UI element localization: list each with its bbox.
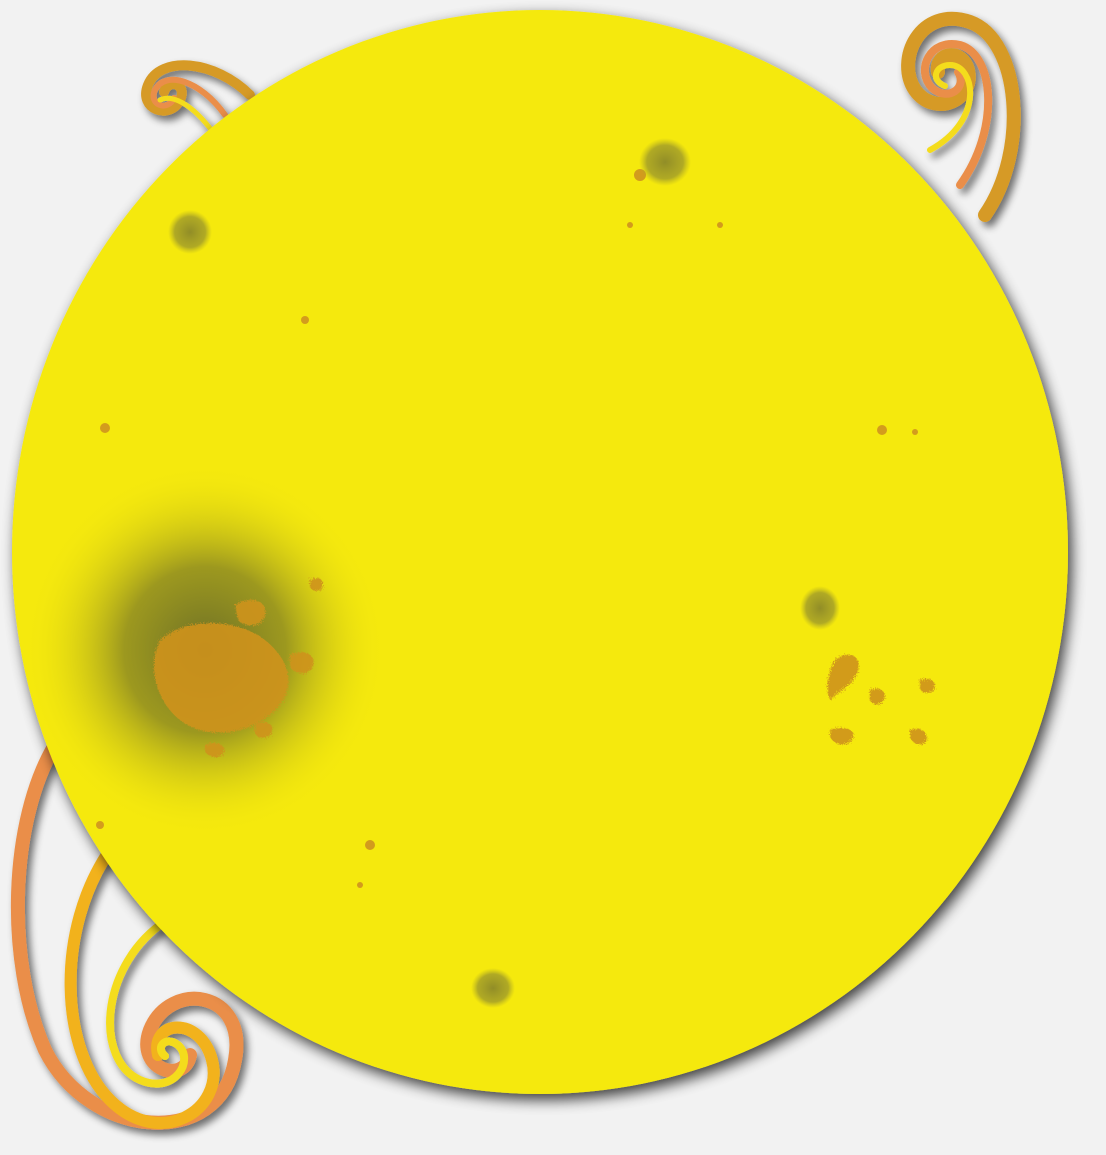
sunspot	[800, 586, 840, 630]
swirl-icon	[10, 738, 244, 1130]
orange-splatter	[153, 577, 324, 758]
sunspot	[639, 138, 691, 186]
sun-icon	[12, 10, 1068, 1094]
sunspot	[471, 968, 515, 1008]
swirl-icon	[901, 11, 1021, 222]
swirl-icon	[141, 60, 255, 138]
sunspot	[168, 210, 212, 254]
sun-surface	[25, 138, 936, 1008]
orange-splatter	[827, 654, 936, 745]
